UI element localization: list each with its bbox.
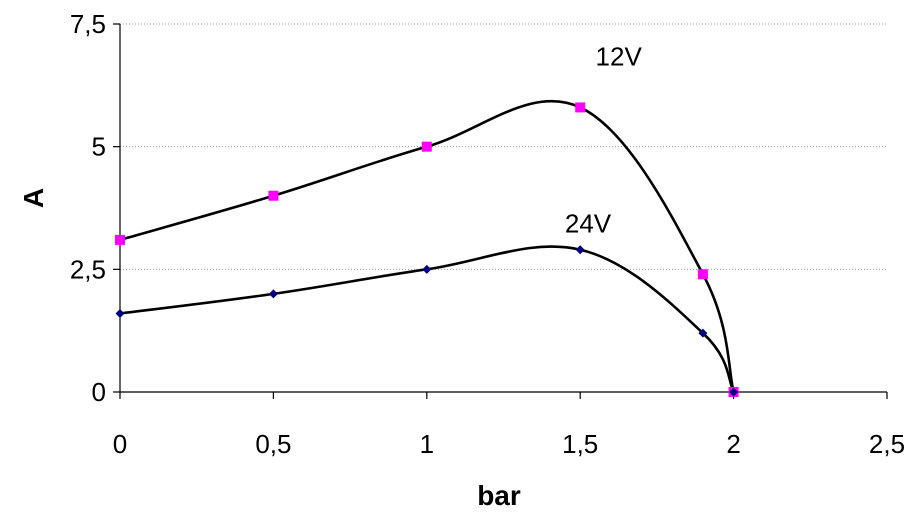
y-tick-label: 2,5 (70, 254, 106, 284)
y-axis-title: A (18, 188, 49, 208)
gridlines (120, 23, 887, 270)
x-tick-label: 0 (113, 429, 127, 459)
series-labels: 12V 24V (565, 42, 643, 239)
series-label-24v: 24V (565, 209, 612, 239)
x-tick-label: 2 (726, 429, 740, 459)
y-tick-label: 5 (92, 132, 106, 162)
x-axis-title: bar (477, 480, 521, 511)
data-point-12v (575, 102, 586, 113)
data-point-24v (115, 308, 125, 318)
data-point-24v (575, 245, 585, 255)
x-tick-label: 2,5 (869, 429, 905, 459)
x-tick-label: 0,5 (255, 429, 291, 459)
x-ticks: 0 0,5 1 1,5 2 2,5 (113, 392, 905, 459)
y-tick-label: 7,5 (70, 9, 106, 39)
series-label-12v: 12V (596, 42, 643, 72)
data-point-24v (268, 289, 278, 299)
data-point-12v (697, 269, 708, 280)
y-tick-label: 0 (92, 377, 106, 407)
x-tick-label: 1 (420, 429, 434, 459)
data-point-12v (268, 190, 279, 201)
x-tick-label: 1,5 (562, 429, 598, 459)
data-point-12v (115, 234, 125, 245)
data-point-24v (729, 387, 739, 397)
data-point-12v (421, 141, 432, 152)
axes (119, 24, 887, 393)
series-markers (115, 102, 739, 397)
y-ticks: 0 2,5 5 7,5 (70, 9, 120, 407)
data-point-24v (422, 264, 432, 274)
data-point-24v (698, 328, 708, 338)
